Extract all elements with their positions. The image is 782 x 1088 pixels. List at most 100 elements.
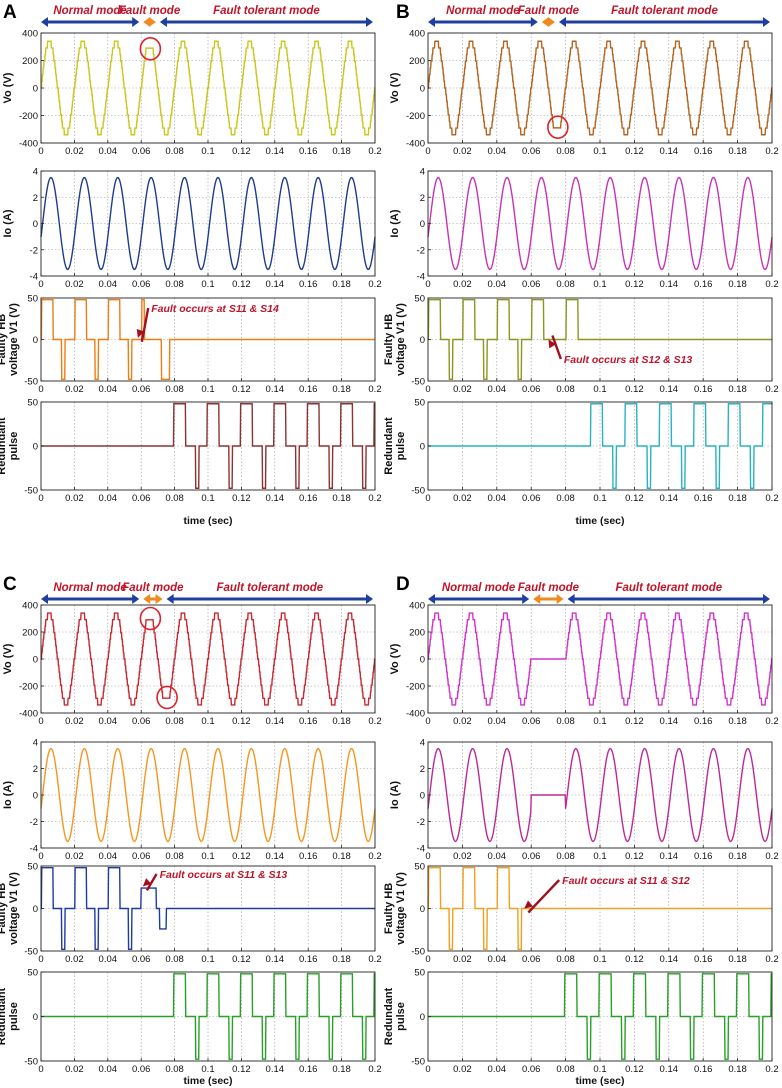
x-tick-label: 0.12 [625,146,644,157]
subplot-vhb: 0 0.02 0.04 0.06 0.08 0.1 0.12 0.14 0.16 0.18 0.2 -… [0,862,382,966]
y-axis-label: Vo (V) [2,643,14,674]
y-tick-label: 50 [414,968,425,979]
x-tick-label: 0.14 [660,146,679,157]
x-tick-label: 0.18 [728,384,747,395]
x-axis-label: time (sec) [575,515,624,527]
x-tick-label: 0.2 [368,954,381,965]
series-line [427,298,772,381]
y-tick-label: 0 [33,655,38,666]
x-tick-label: 0.06 [132,1064,151,1075]
series-line [427,867,772,950]
x-tick-label: 0.06 [522,493,541,504]
x-tick-label: 0.06 [132,954,151,965]
mode-arrow-fault: Fault mode [518,5,580,27]
x-tick-label: 0.04 [99,716,118,727]
fault-highlight-circle [139,37,162,61]
x-tick-label: 0.02 [453,279,472,290]
x-tick-label: 0.04 [488,716,507,727]
y-axis-label: pulse [395,432,407,461]
x-tick-label: 0.08 [556,716,575,727]
y-tick-label: 0 [33,1012,38,1023]
x-tick-label: 0.18 [332,279,351,290]
x-axis-label: time (sec) [183,515,232,527]
y-tick-label: 50 [414,862,425,873]
x-tick-label: 0.18 [728,1064,747,1075]
y-axis-label: Redundant [383,417,395,475]
x-tick-label: 0.2 [765,279,778,290]
subplot-redundant: 0 0.02 0.04 0.06 0.08 0.1 0.12 0.14 0.16 0.18 0.2 -… [0,968,382,1076]
x-tick-label: 0.12 [625,954,644,965]
x-tick-label: 0.12 [232,146,251,157]
y-axis-label: Vo (V) [389,72,401,103]
x-tick-label: 0.06 [522,716,541,727]
fault-annotation-text: Fault occurs at S12 & S13 [564,354,693,366]
x-tick-label: 0.14 [660,279,679,290]
x-tick-label: 0.16 [299,716,318,727]
x-tick-label: 0.18 [728,279,747,290]
y-axis-label: Faulty HB [0,314,8,365]
series-line [40,747,376,843]
mode-arrow-head-right [522,594,530,604]
mode-label-normal: Normal mode [446,5,520,17]
fault-annotation: Fault occurs at S11 & S12 [524,875,690,914]
mode-arrow-head-left [143,594,151,604]
x-tick-label: 0 [38,384,43,395]
y-tick-label: 200 [22,56,38,67]
y-tick-label: 0 [33,335,38,346]
mode-arrow-fault: Fault mode [119,5,181,27]
x-tick-label: 0.12 [232,716,251,727]
x-tick-label: 0.18 [728,851,747,862]
subplot-io: 0 0.02 0.04 0.06 0.08 0.1 0.12 0.14 0.16 0.18 0.2 -… [2,738,382,863]
x-tick-label: 0.16 [299,384,318,395]
y-axis-label: pulse [8,432,20,461]
y-tick-label: -400 [406,709,425,720]
mode-label-tolerant: Fault tolerant mode [216,582,323,594]
mode-label-tolerant: Fault tolerant mode [615,582,722,594]
x-tick-label: 0.08 [165,716,184,727]
series-line [427,40,773,136]
mode-arrow-fault: Fault mode [122,582,184,604]
x-tick-label: 0.16 [299,1064,318,1075]
x-tick-label: 0.16 [694,279,713,290]
x-tick-label: 0.2 [368,146,381,157]
x-tick-label: 0.02 [65,384,84,395]
y-axis-label: Io (A) [389,209,401,237]
y-tick-label: 50 [27,862,38,873]
x-tick-label: 0.14 [266,716,285,727]
panel-letter: A [3,2,17,23]
y-axis-label: Redundant [0,417,8,475]
y-tick-label: -50 [24,377,38,388]
x-tick-label: 0.02 [453,716,472,727]
x-tick-label: 0.04 [99,279,118,290]
x-tick-label: 0.18 [728,493,747,504]
y-tick-label: -400 [19,139,38,150]
x-tick-label: 0.18 [332,954,351,965]
x-tick-label: 0.02 [65,1064,84,1075]
y-tick-label: 0 [33,904,38,915]
x-tick-label: 0.16 [299,851,318,862]
fault-annotation-arrowhead [548,339,557,349]
series-line [427,176,773,271]
fault-annotation-arrowhead [136,328,145,338]
y-tick-label: -50 [411,377,425,388]
y-tick-label: 0 [420,791,425,802]
series-line [427,612,773,706]
x-tick-label: 0.2 [368,1064,381,1075]
y-tick-label: -4 [30,844,38,855]
x-tick-label: 0.18 [332,851,351,862]
x-tick-label: 0 [425,146,430,157]
y-tick-label: 200 [409,628,425,639]
y-tick-label: 50 [27,968,38,979]
mode-arrow-head-right [132,594,140,604]
x-tick-label: 0.2 [765,384,778,395]
x-tick-label: 0.2 [368,493,381,504]
y-tick-label: -50 [411,947,425,958]
x-tick-label: 0.1 [201,954,214,965]
x-tick-label: 0.04 [99,384,118,395]
x-tick-label: 0.1 [593,493,606,504]
series-line [40,867,375,950]
x-tick-label: 0.1 [593,146,606,157]
